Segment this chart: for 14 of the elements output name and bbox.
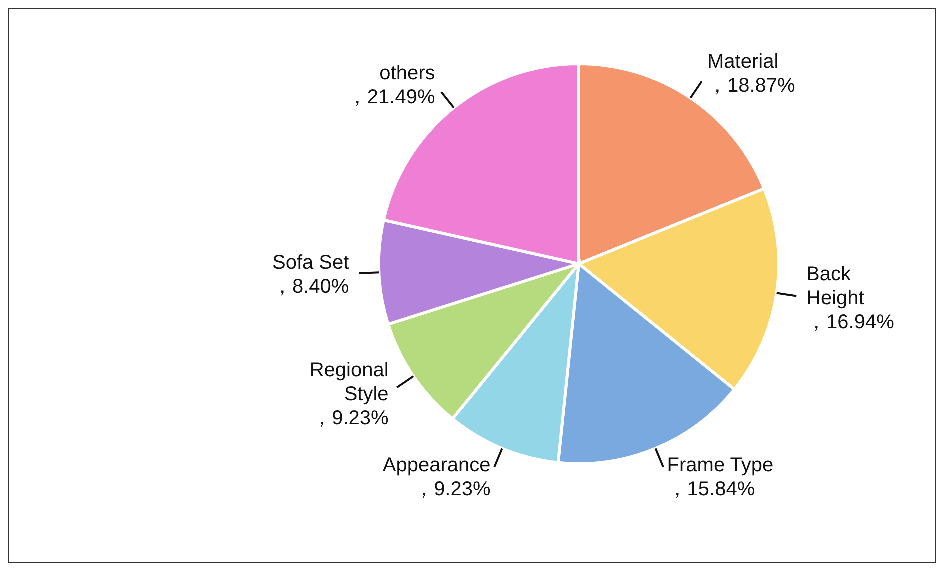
data-label: ，9.23% <box>312 407 390 430</box>
slice-label: Sofa Set <box>272 252 350 274</box>
slice-label: Regional Style <box>310 359 389 406</box>
data-label: ，8.40% <box>272 276 350 298</box>
data-label: ，21.49% <box>347 86 436 108</box>
data-label: ，18.87% <box>708 75 796 98</box>
slice-label: Frame Type <box>667 454 774 476</box>
slice-label: others <box>380 62 436 84</box>
data-label: ，15.84% <box>667 478 756 500</box>
slice-label: Appearance <box>382 454 491 476</box>
slice-label: Back Height <box>806 264 865 310</box>
data-label: ，16.94% <box>806 312 895 334</box>
slice-label: Material <box>708 51 779 74</box>
data-label: ，9.23% <box>414 478 491 500</box>
